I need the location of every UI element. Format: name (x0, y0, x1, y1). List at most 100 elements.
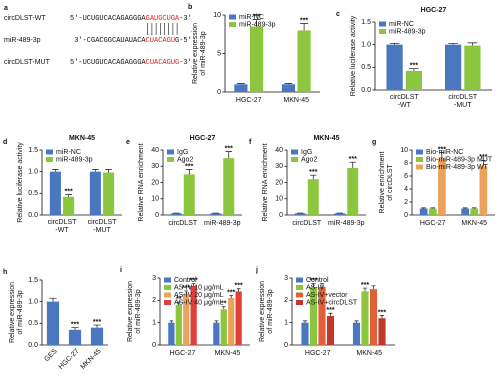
significance: *** (93, 319, 101, 326)
bar (361, 291, 369, 345)
significance: *** (479, 154, 487, 161)
bar (347, 167, 359, 215)
sequence: 5'-UCUGUCACAGAGGGACUACAGUG-3' (70, 59, 192, 67)
y-tick-label: 0.5 (361, 64, 371, 71)
y-tick-label: 3 (284, 275, 288, 282)
y-tick-label: 10 (275, 196, 283, 203)
y-tick-label: 40 (151, 147, 159, 154)
panel-label: j (255, 267, 258, 274)
legend-label: miR-NC (56, 149, 81, 156)
y-axis-label: of miR-489-3p (200, 31, 207, 75)
significance: ** (221, 300, 227, 307)
y-axis-label: Relative RNA enrichment (262, 143, 269, 221)
legend-label: IgG (177, 149, 188, 156)
legend-swatch (416, 164, 423, 170)
x-tick-label: HGC-27 (236, 97, 262, 104)
y-tick-label: 2 (152, 297, 156, 304)
bar (89, 171, 101, 215)
y-tick-label: 0.5 (28, 320, 38, 327)
y-tick-label: 20 (151, 179, 159, 186)
panel-label: a (4, 5, 8, 12)
bar (386, 44, 403, 90)
bar (183, 174, 195, 215)
significance: *** (309, 277, 317, 284)
bar (309, 286, 318, 345)
significance: *** (185, 163, 193, 170)
panel-label: b (188, 4, 192, 11)
sequence-name: circDLST-WT (4, 15, 46, 22)
significance: *** (309, 169, 317, 176)
bar (297, 30, 311, 92)
error-bar (214, 320, 219, 323)
error-bar (310, 174, 317, 180)
y-tick-label: 5 (217, 50, 221, 57)
y-tick-label: 0.0 (28, 212, 38, 219)
y-tick-label: 6 (404, 173, 408, 180)
panel-label: e (126, 139, 130, 146)
error-bar (379, 315, 385, 319)
bar (63, 196, 75, 215)
error-bar (184, 290, 189, 294)
legend-swatch (296, 300, 303, 305)
bar (210, 213, 222, 215)
bar (318, 286, 326, 345)
legend-label: miR-489-3p (56, 156, 93, 163)
x-tick-label: circDLST (390, 94, 420, 101)
y-tick-label: 2 (404, 199, 408, 206)
significance: *** (227, 289, 235, 296)
error-bar (421, 207, 426, 209)
error-bar (105, 169, 112, 173)
x-tick-label: circDLST (88, 219, 118, 226)
legend-swatch (296, 277, 303, 283)
sequence: 5'-UCUGUCACAGAGGGAGAUGCUGA-3' (70, 15, 192, 23)
x-tick-label: HGC-27 (58, 348, 81, 371)
bar (461, 208, 469, 215)
bar (428, 208, 437, 215)
error-bar (481, 160, 486, 167)
legend-swatch (379, 21, 386, 27)
bar (250, 26, 264, 92)
y-tick-label: 40 (275, 147, 283, 154)
legend-label: miR-489-3p (389, 28, 426, 35)
y-tick-label: 1.5 (361, 19, 371, 26)
y-axis-label: of miR-489-3p (267, 289, 274, 333)
y-axis-label: of circDLST (387, 163, 394, 200)
x-tick-label: MKN-45 (283, 97, 309, 104)
sequence-part: 5'-UCUGUCACAGAGGGA (70, 59, 146, 67)
x-tick-label: HGC-27 (305, 350, 331, 357)
error-bar (311, 283, 316, 287)
y-tick-label: 1.0 (28, 169, 38, 176)
x-tick-label: HGC-27 (420, 220, 446, 227)
legend-swatch (164, 277, 171, 283)
chart-title: HGC-27 (421, 7, 447, 14)
y-tick-label: 0 (217, 89, 221, 96)
y-tick-label: 0.5 (28, 190, 38, 197)
significance: ** (176, 296, 182, 303)
significance: *** (71, 322, 79, 329)
bar (307, 179, 319, 215)
y-tick-label: 4 (404, 186, 408, 193)
x-tick-label: miR-489-3p (328, 220, 365, 227)
x-tick-label: circDLST (448, 94, 478, 101)
significance: *** (438, 146, 446, 153)
x-tick-label: circDLST (48, 219, 78, 226)
legend-swatch (229, 22, 236, 27)
x-tick-label: MKN-45 (356, 350, 382, 357)
error-bar (236, 288, 241, 292)
legend-label: miR-NC (389, 21, 414, 28)
y-axis-label: of miR-489-3p (17, 290, 24, 334)
legend-swatch (46, 149, 53, 155)
legend-label: IgG (301, 149, 312, 156)
x-tick-label: MKN-45 (461, 220, 487, 227)
x-tick-label: circDLST (168, 220, 198, 227)
error-bar (236, 83, 245, 85)
legend-swatch (416, 157, 423, 162)
x-tick-label: MKN-45 (215, 350, 241, 357)
panel-label: f (249, 139, 252, 146)
legend-label: Control (174, 277, 197, 284)
sequence-highlight: CUACAGU (146, 37, 175, 45)
y-tick-label: 3 (152, 275, 156, 282)
bar (464, 45, 481, 90)
x-tick-label: circDLST (292, 220, 322, 227)
panel-label: h (3, 269, 7, 276)
